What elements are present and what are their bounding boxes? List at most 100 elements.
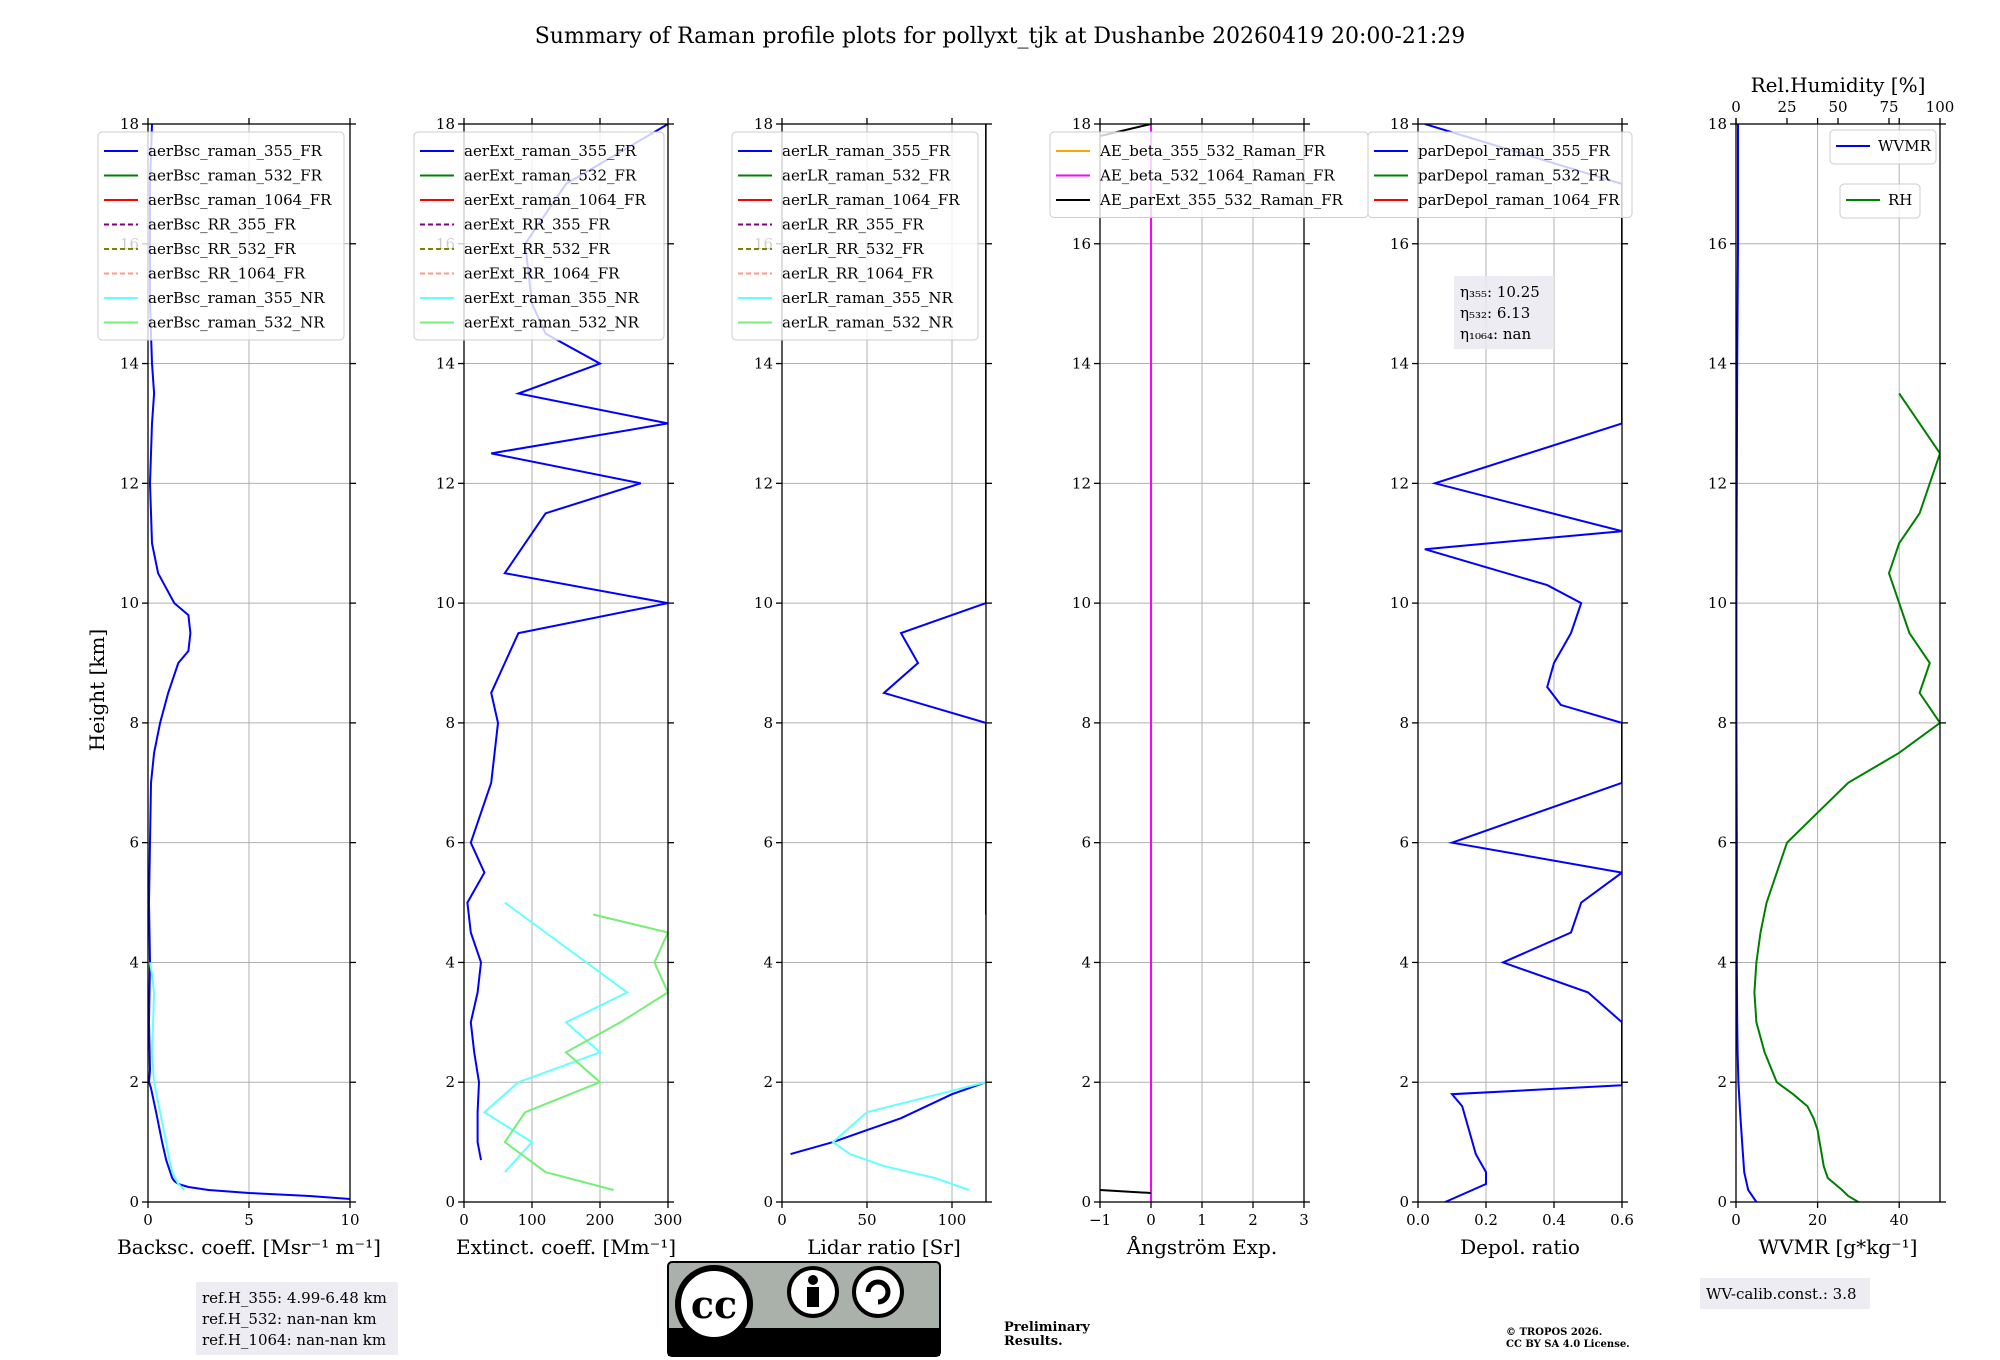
legend-entry: AE_beta_532_1064_Raman_FR [1099,167,1335,185]
legend-entry: aerLR_RR_532_FR [782,240,924,258]
share-alike-icon [852,1266,904,1318]
x-axis-label: Depol. ratio [1460,1235,1580,1259]
y-tick-label: 16 [1390,235,1409,253]
series-RH [1753,392,1940,1202]
series-aerExt_raman_532_NR [503,913,668,1191]
y-tick-label: 4 [1399,953,1409,971]
y-tick-label: 18 [1390,115,1409,133]
y-tick-label: 10 [754,594,773,612]
legend-entry: aerExt_RR_1064_FR [464,265,620,283]
y-tick-label: 0 [763,1193,773,1211]
y-tick-label: 6 [1399,834,1409,852]
cc-badge-cc-text: cc [691,1282,737,1327]
y-tick-label: 18 [120,115,139,133]
y-tick-label: 4 [129,953,139,971]
figure-title: Summary of Raman profile plots for polly… [535,24,1466,49]
annotation-line: η₁₀₆₄: nan [1460,325,1531,343]
axes-frame [1735,123,1941,1203]
legend-entry: aerBsc_RR_1064_FR [148,265,306,283]
annotation-line: ref.H_1064: nan-nan km [202,1331,386,1349]
legend-entry: aerLR_raman_532_FR [782,167,951,185]
y-tick-label: 10 [1708,594,1727,612]
legend-entry: aerExt_raman_1064_FR [464,191,646,209]
panel-p2: 0246810121416180100200300Extinct. coeff.… [413,115,682,1259]
y-tick-label: 12 [1708,474,1727,492]
legend-entry: WVMR [1878,137,1932,155]
x-axis-label: Backsc. coeff. [Msr⁻¹ m⁻¹] [117,1235,381,1259]
y-tick-label: 14 [120,355,139,373]
annotation-background [196,1282,398,1355]
y-tick-label: 18 [754,115,773,133]
x-tick-label: 0 [777,1211,787,1229]
axes-frame [463,123,669,1203]
y-tick-label: 0 [1717,1193,1727,1211]
x-tick-label: −1 [1089,1211,1111,1229]
y-tick-label: 4 [763,953,773,971]
legend: AE_beta_355_532_Raman_FR AE_beta_532_1064… [1049,131,1369,218]
x-tick-label: 0 [459,1211,469,1229]
y-tick-label: 12 [1072,474,1091,492]
x-axis-label: Lidar ratio [Sr] [807,1235,961,1259]
annotation-line: ref.H_355: 4.99-6.48 km [202,1289,387,1307]
y-tick-label: 18 [436,115,455,133]
y-tick-label: 2 [763,1073,773,1091]
legend-entry: aerExt_raman_355_NR [464,289,640,307]
y-tick-label: 8 [1081,714,1091,732]
series-parDepol_raman_355_FR [1424,124,1622,1202]
panel-p1: 0246810121416180510Backsc. coeff. [Msr⁻¹… [97,115,398,1355]
series-aerBsc_raman_355_NR [149,962,186,1191]
legend-frame [1367,131,1633,218]
y-tick-label: 8 [129,714,139,732]
cc-badge-sa-text: SA [863,1332,893,1356]
y-tick-label: 10 [1072,594,1091,612]
y-tick-label: 4 [445,953,455,971]
legend-entry: RH [1888,191,1912,209]
x-axis-label: Extinct. coeff. [Mm⁻¹] [456,1235,676,1259]
x-tick-label: 3 [1299,1211,1309,1229]
legend-wvmr: WVMR [1829,129,1937,165]
y-tick-label: 8 [445,714,455,732]
legend-entry: aerExt_raman_532_NR [464,314,640,332]
legend: parDepol_raman_355_FR parDepol_raman_532_… [1367,131,1633,218]
series-AE_parExt_355_532_Raman_FR [1100,1189,1152,1194]
legend-entry: parDepol_raman_532_FR [1418,167,1611,185]
y-tick-label: 8 [1717,714,1727,732]
y-tick-label: 0 [129,1193,139,1211]
copyright-line1: © TROPOS 2026. [1506,1327,1602,1338]
x-axis-label: Ångström Exp. [1126,1234,1277,1259]
legend-entry: aerBsc_RR_355_FR [148,216,296,234]
x-tick-label: 0.2 [1474,1211,1498,1229]
x-tick-label: 100 [938,1211,967,1229]
y-tick-label: 18 [1072,115,1091,133]
legend-entry: parDepol_raman_355_FR [1418,142,1611,160]
x-tick-label: 0.0 [1406,1211,1430,1229]
y-tick-label: 12 [436,474,455,492]
y-tick-label: 4 [1081,953,1091,971]
annotation-line: η₅₃₂: 6.13 [1460,304,1530,322]
x-tick-label: 50 [857,1211,876,1229]
y-tick-label: 0 [1399,1193,1409,1211]
y-tick-label: 16 [1708,235,1727,253]
legend-entry: aerLR_raman_532_NR [782,314,953,332]
series-aerLR_raman_355_NR [831,914,986,1191]
series-group [148,124,350,1200]
legend-entry: aerLR_RR_1064_FR [782,265,934,283]
legend-frame [97,131,345,341]
x-tick-label: 20 [1808,1211,1827,1229]
cc-license-badge[interactable]: cc BY SA [667,1261,941,1357]
legend-rh: RH [1839,183,1921,219]
top-x-tick-label: 50 [1828,98,1847,116]
top-x-tick-label: 25 [1777,98,1796,116]
annotation-background [1700,1278,1870,1309]
panels: 0246810121416180510Backsc. coeff. [Msr⁻¹… [97,73,1954,1355]
y-tick-label: 0 [445,1193,455,1211]
y-tick-label: 0 [1081,1193,1091,1211]
y-tick-label: 14 [754,355,773,373]
x-tick-label: 0 [1146,1211,1156,1229]
legend-entry: aerLR_RR_355_FR [782,216,924,234]
cc-badge-by-text: BY [798,1332,830,1356]
y-tick-label: 10 [436,594,455,612]
legend-entry: aerExt_RR_355_FR [464,216,611,234]
